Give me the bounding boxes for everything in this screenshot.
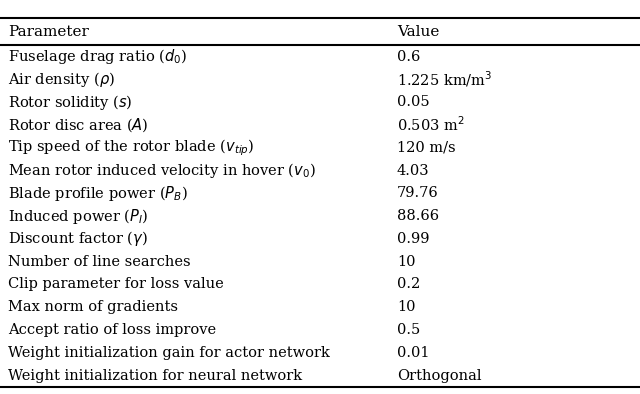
Text: 79.76: 79.76 bbox=[397, 186, 438, 200]
Text: 4.03: 4.03 bbox=[397, 164, 429, 178]
Text: Orthogonal: Orthogonal bbox=[397, 368, 481, 383]
Text: Rotor solidity ($s$): Rotor solidity ($s$) bbox=[8, 93, 132, 112]
Text: Accept ratio of loss improve: Accept ratio of loss improve bbox=[8, 323, 216, 337]
Text: Discount factor ($\gamma$): Discount factor ($\gamma$) bbox=[8, 229, 148, 248]
Text: 0.99: 0.99 bbox=[397, 232, 429, 246]
Text: 0.05: 0.05 bbox=[397, 95, 429, 109]
Text: 0.2: 0.2 bbox=[397, 277, 420, 292]
Text: 0.5: 0.5 bbox=[397, 323, 420, 337]
Text: 0.01: 0.01 bbox=[397, 346, 429, 360]
Text: Mean rotor induced velocity in hover ($v_0$): Mean rotor induced velocity in hover ($v… bbox=[8, 161, 316, 180]
Text: Blade profile power ($P_B$): Blade profile power ($P_B$) bbox=[8, 184, 188, 203]
Text: Max norm of gradients: Max norm of gradients bbox=[8, 300, 178, 314]
Text: 88.66: 88.66 bbox=[397, 209, 439, 223]
Text: 0.503 m$^2$: 0.503 m$^2$ bbox=[397, 116, 465, 134]
Text: Number of line searches: Number of line searches bbox=[8, 255, 190, 269]
Text: 0.6: 0.6 bbox=[397, 50, 420, 64]
Text: Air density ($\rho$): Air density ($\rho$) bbox=[8, 70, 115, 89]
Text: Clip parameter for loss value: Clip parameter for loss value bbox=[8, 277, 223, 292]
Text: Tip speed of the rotor blade ($v_{tip}$): Tip speed of the rotor blade ($v_{tip}$) bbox=[8, 138, 254, 158]
Text: Weight initialization gain for actor network: Weight initialization gain for actor net… bbox=[8, 346, 330, 360]
Text: Weight initialization for neural network: Weight initialization for neural network bbox=[8, 368, 302, 383]
Text: Rotor disc area ($A$): Rotor disc area ($A$) bbox=[8, 116, 148, 134]
Text: Fuselage drag ratio ($d_0$): Fuselage drag ratio ($d_0$) bbox=[8, 47, 187, 66]
Text: 10: 10 bbox=[397, 300, 415, 314]
Text: Induced power ($P_I$): Induced power ($P_I$) bbox=[8, 206, 148, 226]
Text: 120 m/s: 120 m/s bbox=[397, 141, 456, 155]
Text: 1.225 km/m$^3$: 1.225 km/m$^3$ bbox=[397, 70, 492, 89]
Text: Parameter: Parameter bbox=[8, 24, 88, 39]
Text: 10: 10 bbox=[397, 255, 415, 269]
Text: Value: Value bbox=[397, 24, 439, 39]
